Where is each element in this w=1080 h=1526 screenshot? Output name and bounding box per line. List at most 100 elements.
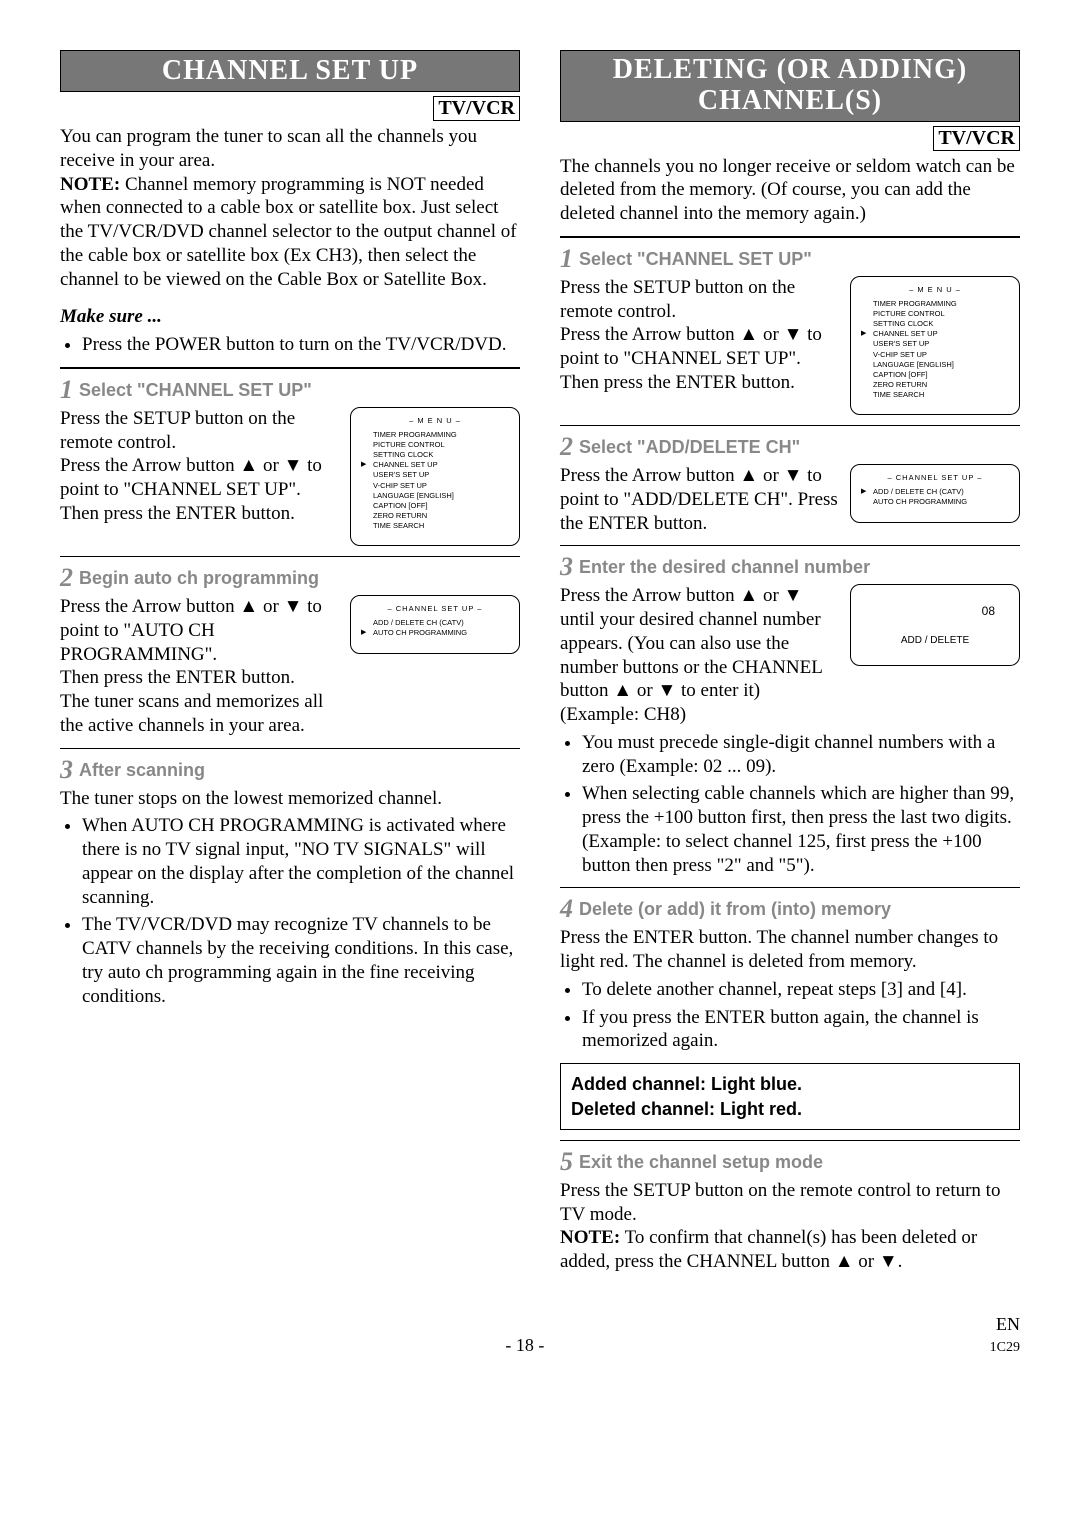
- left-step1-row: Press the SETUP button on the remote con…: [60, 407, 520, 546]
- left-step3-p1: The tuner stops on the lowest memorized …: [60, 787, 520, 811]
- tvvcr-badge: TV/VCR: [433, 96, 520, 121]
- left-step3-b1: When AUTO CH PROGRAMMING is activated wh…: [82, 814, 520, 909]
- right-step3-b2: When selecting cable channels which are …: [582, 782, 1020, 877]
- osd-item: CAPTION [OFF]: [359, 501, 511, 511]
- makesure-label: Make sure ...: [60, 306, 162, 327]
- right-step2-row: Press the Arrow button ▲ or ▼ to point t…: [560, 464, 1020, 535]
- osd-item: USER'S SET UP: [359, 470, 511, 480]
- left-step1-p2: Press the Arrow button ▲ or ▼ to point t…: [60, 454, 338, 525]
- osd-item: ADD / DELETE CH (CATV): [359, 618, 511, 628]
- divider: [560, 1140, 1020, 1141]
- r-step4-head-text: Delete (or add) it from (into) memory: [579, 899, 891, 919]
- right-step1-head: 1Select "CHANNEL SET UP": [560, 244, 1020, 274]
- footer-code: 1C29: [990, 1340, 1020, 1355]
- divider: [60, 367, 520, 369]
- osd-item: TIME SEARCH: [859, 390, 1011, 400]
- left-step3-bullets: When AUTO CH PROGRAMMING is activated wh…: [60, 814, 520, 1008]
- osd-item: V-CHIP SET UP: [359, 481, 511, 491]
- left-step3-head: 3After scanning: [60, 755, 520, 785]
- right-step2-p1: Press the Arrow button ▲ or ▼ to point t…: [560, 464, 838, 535]
- osd-menu-title: – M E N U –: [859, 285, 1011, 295]
- makesure-list: Press the POWER button to turn on the TV…: [60, 333, 520, 357]
- osd-item: LANGUAGE [ENGLISH]: [859, 360, 1011, 370]
- r-step3-head-text: Enter the desired channel number: [579, 557, 870, 577]
- osd-item: CAPTION [OFF]: [859, 370, 1011, 380]
- left-step2-p3: The tuner scans and memorizes all the ac…: [60, 690, 338, 738]
- osd-item: SETTING CLOCK: [859, 319, 1011, 329]
- osd-item: TIMER PROGRAMMING: [859, 299, 1011, 309]
- divider: [560, 425, 1020, 426]
- notebox-line1: Added channel: Light blue.: [571, 1072, 1009, 1096]
- osd-item: AUTO CH PROGRAMMING: [859, 497, 1011, 507]
- osd-menu-items: TIMER PROGRAMMINGPICTURE CONTROLSETTING …: [859, 299, 1011, 400]
- right-step1-p2: Press the Arrow button ▲ or ▼ to point t…: [560, 323, 838, 394]
- left-step2-row: Press the Arrow button ▲ or ▼ to point t…: [60, 595, 520, 738]
- osd-item: USER'S SET UP: [859, 339, 1011, 349]
- makesure-item: Press the POWER button to turn on the TV…: [82, 333, 520, 357]
- right-step2-text: Press the Arrow button ▲ or ▼ to point t…: [560, 464, 838, 535]
- osd-chsetup-items: ADD / DELETE CH (CATV)AUTO CH PROGRAMMIN…: [859, 487, 1011, 507]
- left-step3-b2: The TV/VCR/DVD may recognize TV channels…: [82, 913, 520, 1008]
- right-step4-bullets: To delete another channel, repeat steps …: [560, 978, 1020, 1053]
- step1-head-text: Select "CHANNEL SET UP": [79, 380, 312, 400]
- osd-menu-items: TIMER PROGRAMMINGPICTURE CONTROLSETTING …: [359, 430, 511, 531]
- right-step1-row: Press the SETUP button on the remote con…: [560, 276, 1020, 415]
- left-title: CHANNEL SET UP: [60, 50, 520, 92]
- left-intro: You can program the tuner to scan all th…: [60, 125, 520, 173]
- osd-item: SETTING CLOCK: [359, 450, 511, 460]
- right-step3-head: 3Enter the desired channel number: [560, 552, 1020, 582]
- tvvcr-row: TV/VCR: [60, 96, 520, 121]
- osd-item: TIME SEARCH: [359, 521, 511, 531]
- step3-head-text: After scanning: [79, 760, 205, 780]
- right-step2-head: 2Select "ADD/DELETE CH": [560, 432, 1020, 462]
- left-step1-head: 1Select "CHANNEL SET UP": [60, 375, 520, 405]
- osd-chsetup-title: – CHANNEL SET UP –: [359, 604, 511, 614]
- osd-adddel-num: 08: [859, 603, 1011, 619]
- page-columns: CHANNEL SET UP TV/VCR You can program th…: [60, 50, 1020, 1274]
- tvvcr-row: TV/VCR: [560, 126, 1020, 151]
- step2-head-text: Begin auto ch programming: [79, 568, 319, 588]
- osd-item: TIMER PROGRAMMING: [359, 430, 511, 440]
- divider: [560, 545, 1020, 546]
- right-step3-bullets: You must precede single-digit channel nu…: [560, 731, 1020, 878]
- left-step1-text: Press the SETUP button on the remote con…: [60, 407, 338, 526]
- notebox-line2: Deleted channel: Light red.: [571, 1097, 1009, 1121]
- right-step5-p1: Press the SETUP button on the remote con…: [560, 1179, 1020, 1227]
- footer-en: EN: [996, 1314, 1020, 1334]
- osd-adddelete: 08 ADD / DELETE: [850, 584, 1020, 666]
- right-step3-p1: Press the Arrow button ▲ or ▼ until your…: [560, 584, 838, 727]
- page-footer: - 18 - EN 1C29: [60, 1314, 1020, 1356]
- added-deleted-note: Added channel: Light blue. Deleted chann…: [560, 1063, 1020, 1130]
- divider: [60, 748, 520, 749]
- osd-item: CHANNEL SET UP: [359, 460, 511, 470]
- osd-chsetup-right: – CHANNEL SET UP – ADD / DELETE CH (CATV…: [850, 464, 1020, 522]
- left-step2-p1: Press the Arrow button ▲ or ▼ to point t…: [60, 595, 338, 666]
- r-step5-head-text: Exit the channel setup mode: [579, 1152, 823, 1172]
- osd-item: V-CHIP SET UP: [859, 350, 1011, 360]
- osd-item: AUTO CH PROGRAMMING: [359, 628, 511, 638]
- right-step4-b2: If you press the ENTER button again, the…: [582, 1006, 1020, 1054]
- left-step2-p2: Then press the ENTER button.: [60, 666, 338, 690]
- note-text: Channel memory programming is NOT needed…: [60, 174, 517, 290]
- r-note-text: To confirm that channel(s) has been dele…: [560, 1227, 977, 1272]
- right-step3-text: Press the Arrow button ▲ or ▼ until your…: [560, 584, 838, 727]
- osd-chsetup-title: – CHANNEL SET UP –: [859, 473, 1011, 483]
- osd-chsetup-left: – CHANNEL SET UP – ADD / DELETE CH (CATV…: [350, 595, 520, 653]
- osd-item: ZERO RETURN: [359, 511, 511, 521]
- osd-item: CHANNEL SET UP: [859, 329, 1011, 339]
- right-step4-p1: Press the ENTER button. The channel numb…: [560, 926, 1020, 974]
- right-step4-head: 4Delete (or add) it from (into) memory: [560, 894, 1020, 924]
- r-note-label: NOTE:: [560, 1227, 620, 1248]
- osd-menu-left: – M E N U – TIMER PROGRAMMINGPICTURE CON…: [350, 407, 520, 546]
- right-intro: The channels you no longer receive or se…: [560, 155, 1020, 226]
- osd-menu-title: – M E N U –: [359, 416, 511, 426]
- osd-item: LANGUAGE [ENGLISH]: [359, 491, 511, 501]
- right-step1-text: Press the SETUP button on the remote con…: [560, 276, 838, 395]
- osd-item: PICTURE CONTROL: [359, 440, 511, 450]
- left-note: NOTE: Channel memory programming is NOT …: [60, 173, 520, 292]
- makesure-heading: Make sure ...: [60, 305, 520, 329]
- left-step2-text: Press the Arrow button ▲ or ▼ to point t…: [60, 595, 338, 738]
- tvvcr-badge: TV/VCR: [933, 126, 1020, 151]
- osd-item: PICTURE CONTROL: [859, 309, 1011, 319]
- divider: [560, 887, 1020, 888]
